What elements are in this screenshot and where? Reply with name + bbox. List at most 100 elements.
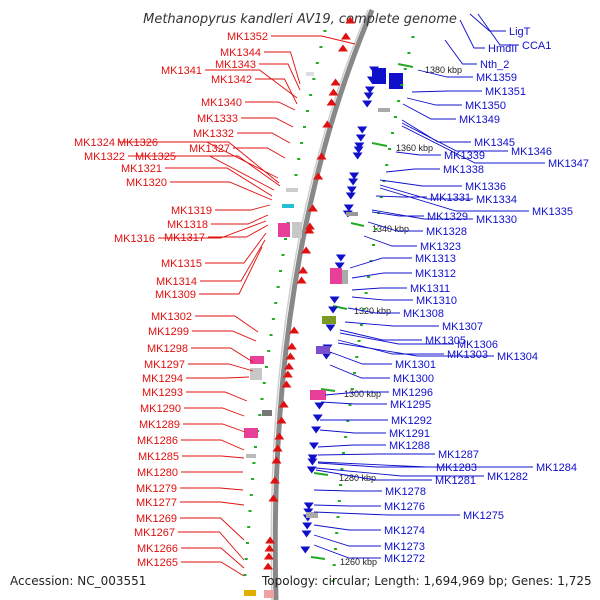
leader-line bbox=[264, 51, 301, 85]
gene-label-reverse[interactable]: MK1284 bbox=[536, 462, 577, 474]
gene-label-forward[interactable]: MK1298 bbox=[147, 343, 188, 355]
gene-label-reverse[interactable]: MK1334 bbox=[476, 194, 517, 206]
tick-dot bbox=[397, 100, 401, 102]
gene-label-reverse[interactable]: MK1338 bbox=[443, 164, 484, 176]
gene-label-reverse[interactable]: MK1292 bbox=[391, 415, 432, 427]
gene-label-reverse[interactable]: LigT bbox=[509, 26, 531, 38]
gene-label-reverse[interactable]: MK1276 bbox=[384, 501, 425, 513]
gene-label-forward[interactable]: MK1327 bbox=[189, 143, 230, 155]
forward-gene-mark bbox=[283, 362, 294, 370]
gene-label-forward[interactable]: MK1299 bbox=[148, 326, 189, 338]
gene-label-forward[interactable]: MK1322 bbox=[84, 151, 125, 163]
tick-dot bbox=[276, 286, 280, 288]
reverse-gene-mark bbox=[352, 152, 363, 160]
gene-label-forward[interactable]: MK1290 bbox=[140, 403, 181, 415]
gene-label-reverse[interactable]: Nth_2 bbox=[480, 59, 509, 71]
gene-label-reverse[interactable]: MK1304 bbox=[497, 351, 538, 363]
gene-label-reverse[interactable]: MK1274 bbox=[384, 525, 425, 537]
tick-dot bbox=[390, 132, 394, 134]
gene-label-reverse[interactable]: MK1278 bbox=[385, 486, 426, 498]
gene-label-forward[interactable]: MK1325 bbox=[135, 151, 176, 163]
gene-label-forward[interactable]: MK1269 bbox=[136, 513, 177, 525]
gene-label-reverse[interactable]: MK1350 bbox=[465, 100, 506, 112]
gene-label-reverse[interactable]: MK1275 bbox=[463, 510, 504, 522]
gene-label-reverse[interactable]: MK1303 bbox=[447, 349, 488, 361]
gene-label-forward[interactable]: MK1265 bbox=[137, 557, 178, 569]
gene-label-forward[interactable]: MK1279 bbox=[136, 483, 177, 495]
gene-label-reverse[interactable]: MK1359 bbox=[476, 72, 517, 84]
gene-label-forward[interactable]: MK1314 bbox=[156, 276, 197, 288]
gene-label-forward[interactable]: MK1340 bbox=[201, 97, 242, 109]
gene-label-reverse[interactable]: HmdII bbox=[488, 43, 517, 55]
gene-label-reverse[interactable]: MK1345 bbox=[474, 137, 515, 149]
gene-label-forward[interactable]: MK1286 bbox=[137, 435, 178, 447]
gene-label-forward[interactable]: MK1341 bbox=[161, 65, 202, 77]
gene-block bbox=[282, 204, 294, 208]
gene-label-forward[interactable]: MK1289 bbox=[139, 419, 180, 431]
gene-label-forward[interactable]: MK1285 bbox=[138, 451, 179, 463]
gene-label-forward[interactable]: MK1344 bbox=[220, 47, 261, 59]
gene-label-forward[interactable]: MK1316 bbox=[114, 233, 155, 245]
gene-label-reverse[interactable]: MK1330 bbox=[476, 214, 517, 226]
gene-label-forward[interactable]: MK1297 bbox=[144, 359, 185, 371]
gene-label-forward[interactable]: MK1342 bbox=[211, 74, 252, 86]
gene-label-reverse[interactable]: MK1328 bbox=[426, 226, 467, 238]
gene-label-forward[interactable]: MK1324 bbox=[74, 137, 115, 149]
gene-label-reverse[interactable]: MK1308 bbox=[403, 308, 444, 320]
gene-label-forward[interactable]: MK1267 bbox=[134, 527, 175, 539]
gene-label-forward[interactable]: MK1332 bbox=[193, 128, 234, 140]
gene-label-forward[interactable]: MK1333 bbox=[197, 113, 238, 125]
tick-dot bbox=[335, 532, 339, 534]
gene-label-forward[interactable]: MK1320 bbox=[126, 177, 167, 189]
gene-label-reverse[interactable]: MK1281 bbox=[435, 475, 476, 487]
gene-label-reverse[interactable]: MK1313 bbox=[415, 253, 456, 265]
gene-label-forward[interactable]: MK1317 bbox=[164, 232, 205, 244]
gene-label-reverse[interactable]: MK1273 bbox=[384, 541, 425, 553]
gene-label-reverse[interactable]: MK1295 bbox=[390, 399, 431, 411]
gene-label-forward[interactable]: MK1352 bbox=[227, 31, 268, 43]
gene-label-forward[interactable]: MK1294 bbox=[142, 373, 183, 385]
gene-label-forward[interactable]: MK1309 bbox=[155, 289, 196, 301]
gene-label-reverse[interactable]: MK1291 bbox=[389, 428, 430, 440]
leader-line bbox=[313, 524, 381, 531]
reverse-gene-mark bbox=[301, 530, 312, 538]
gene-label-reverse[interactable]: MK1282 bbox=[487, 471, 528, 483]
gene-label-reverse[interactable]: MK1351 bbox=[485, 86, 526, 98]
gene-label-forward[interactable]: MK1315 bbox=[161, 258, 202, 270]
gene-label-reverse[interactable]: MK1346 bbox=[511, 146, 552, 158]
gene-label-forward[interactable]: MK1293 bbox=[142, 387, 183, 399]
gene-label-reverse[interactable]: MK1312 bbox=[415, 268, 456, 280]
svg-text:1260 kbp: 1260 kbp bbox=[340, 557, 377, 567]
gene-label-reverse[interactable]: MK1347 bbox=[548, 158, 589, 170]
gene-label-forward[interactable]: MK1319 bbox=[171, 205, 212, 217]
gene-label-reverse[interactable]: MK1306 bbox=[457, 339, 498, 351]
gene-label-reverse[interactable]: MK1339 bbox=[444, 150, 485, 162]
gene-label-reverse[interactable]: MK1288 bbox=[389, 440, 430, 452]
forward-gene-mark bbox=[285, 352, 296, 360]
gene-label-forward[interactable]: MK1326 bbox=[117, 137, 158, 149]
gene-label-forward[interactable]: MK1318 bbox=[167, 219, 208, 231]
gene-label-reverse[interactable]: MK1283 bbox=[436, 462, 477, 474]
gene-label-reverse[interactable]: MK1311 bbox=[410, 283, 450, 295]
gene-label-reverse[interactable]: MK1336 bbox=[465, 181, 506, 193]
gene-label-reverse[interactable]: MK1296 bbox=[392, 387, 433, 399]
gene-label-reverse[interactable]: MK1307 bbox=[442, 321, 483, 333]
gene-label-reverse[interactable]: MK1323 bbox=[420, 241, 461, 253]
gene-label-forward[interactable]: MK1321 bbox=[121, 163, 162, 175]
gene-label-reverse[interactable]: MK1329 bbox=[427, 211, 468, 223]
gene-label-reverse[interactable]: MK1272 bbox=[384, 553, 425, 565]
gene-label-forward[interactable]: MK1266 bbox=[137, 543, 178, 555]
gene-label-reverse[interactable]: MK1287 bbox=[438, 449, 479, 461]
gene-label-reverse[interactable]: MK1335 bbox=[532, 206, 573, 218]
gene-label-reverse[interactable]: MK1300 bbox=[393, 373, 434, 385]
gene-label-reverse[interactable]: MK1310 bbox=[416, 295, 457, 307]
gene-label-forward[interactable]: MK1280 bbox=[137, 467, 178, 479]
gene-label-reverse[interactable]: MK1301 bbox=[395, 359, 436, 371]
gene-label-reverse[interactable]: MK1349 bbox=[459, 114, 500, 126]
gene-label-forward[interactable]: MK1302 bbox=[151, 311, 192, 323]
gene-label-reverse[interactable]: MK1331 bbox=[430, 192, 471, 204]
gene-label-forward[interactable]: MK1343 bbox=[215, 59, 256, 71]
gene-label-forward[interactable]: MK1277 bbox=[136, 497, 177, 509]
gene-label-reverse[interactable]: MK1305 bbox=[425, 335, 466, 347]
gene-label-reverse[interactable]: CCA1 bbox=[522, 40, 551, 52]
